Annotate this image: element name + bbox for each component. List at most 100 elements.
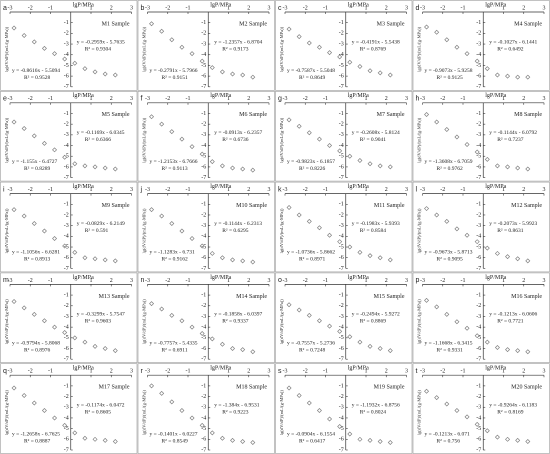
x-tick-label: -3 [420,278,425,284]
data-point [367,343,373,349]
x-tick-label: 1 [227,5,230,11]
y-tick-label: -4 [476,415,481,421]
y-tick-label: -2 [201,303,206,309]
data-point [72,161,78,167]
y-axis-title: lg(dV/dP)/(mL/(g·MPa)) [4,390,9,435]
x-tick-label: -1 [186,96,191,102]
data-point [62,56,68,62]
data-point [444,37,450,43]
data-point [199,422,205,428]
data-point [316,225,322,231]
y-tick-label: -5 [64,426,69,432]
data-point [377,163,383,169]
data-point [41,318,47,324]
y-tick-label: -5 [201,335,206,341]
y-tick-label: -3 [64,405,69,411]
x-tick-label: 2 [385,278,388,284]
fit-equation: R² = 0.8869 [360,319,387,325]
y-tick-label: -4 [476,234,481,240]
x-tick-label: -2 [28,96,33,102]
data-point [21,393,27,398]
y-axis-title: lg(dV/dP)/(mL/(g·MPa)) [417,299,422,344]
data-point [179,318,185,324]
panel-frame [137,0,275,91]
y-tick-label: -2 [339,303,344,309]
data-point [316,44,322,50]
panel-frame [137,181,275,273]
x-tick-label: -1 [48,96,53,102]
x-tick-label: 1 [227,278,230,284]
y-tick-label: -6 [339,255,344,261]
y-tick-label: -2 [64,303,69,309]
y-axis-title: lg(dV/dP)/(mL/(g·MPa)) [4,299,9,344]
y-tick-label: -4 [476,52,481,58]
y-tick-label: -6 [339,346,344,352]
panel-frame [0,272,138,363]
fit-equation: R² = 0.9041 [360,137,387,143]
y-tick-label: -7 [201,357,206,363]
data-point [230,165,236,171]
x-tick-label: -3 [420,5,425,11]
y-tick-label: -2 [339,31,344,37]
panel-letter: k [278,186,282,193]
y-tick-label: -1 [64,383,69,389]
data-point [21,125,27,131]
data-point [219,69,225,75]
data-point [102,437,108,443]
x-tick-label: 1 [227,369,230,375]
data-point [169,312,175,318]
data-point [250,349,256,355]
data-point [494,72,500,78]
y-axis-title: lg(dV/dP)/(mL/(g·MPa)) [417,117,422,162]
fit-equation: y = -0.1983x - 5.9393 [352,221,400,227]
y-tick-label: -7 [339,84,344,90]
x-axis-title: lgP/MPa [348,366,369,372]
panel-frame [275,181,413,273]
data-point [357,249,363,255]
x-tick-label: 1 [502,5,505,11]
sample-name: M8 Sample [514,112,542,118]
y-axis-title: lg(dV/dP)/(mL/(g·MPa)) [4,26,9,71]
y-tick-label: -1 [64,111,69,117]
x-tick-label: 3 [268,187,271,193]
x-tick-label: 1 [227,96,230,102]
data-point [62,422,68,428]
fit-equation: y = -1.155x - 6.4727 [12,159,58,165]
fit-equation: R² = 0.9151 [162,75,189,81]
sample-name: M7 Sample [377,112,405,118]
y-tick-label: -6 [64,73,69,79]
y-axis-title: lg(dV/dP)/(mL/(g·MPa)) [417,208,422,253]
fit-equation: R² = 0.9162 [162,257,189,263]
y-tick-label: -2 [64,212,69,218]
x-tick-label: -3 [145,5,150,11]
data-point [347,153,353,159]
data-point [82,435,88,441]
data-point [92,69,98,75]
y-tick-label: -5 [201,63,206,69]
x-tick-label: -1 [323,187,328,193]
x-tick-label: -1 [323,369,328,375]
x-tick-label: -3 [145,96,150,102]
x-tick-label: 2 [522,278,525,284]
data-point [52,324,58,330]
data-point [240,72,246,78]
x-tick-label: -1 [186,278,191,284]
x-tick-label: -2 [303,5,308,11]
data-point [505,254,511,260]
y-axis-title: lg(dV/dP)/(mL/(g·MPa)) [142,26,147,71]
sample-name: M12 Sample [511,203,542,209]
y-axis-title: lg(dV/dP)/(mL/(g·MPa)) [142,208,147,253]
data-point [209,430,215,436]
x-tick-label: 3 [130,187,133,193]
data-point [250,440,256,446]
fit-equation: R² = 0.9125 [437,75,464,81]
data-point [189,415,195,421]
y-tick-label: -4 [476,325,481,331]
y-tick-label: -3 [476,405,481,411]
data-point [327,50,333,56]
data-point [250,167,256,173]
panel-frame [275,363,413,454]
sample-name: M13 Sample [99,294,130,300]
data-point [21,33,27,39]
data-point [306,130,312,136]
